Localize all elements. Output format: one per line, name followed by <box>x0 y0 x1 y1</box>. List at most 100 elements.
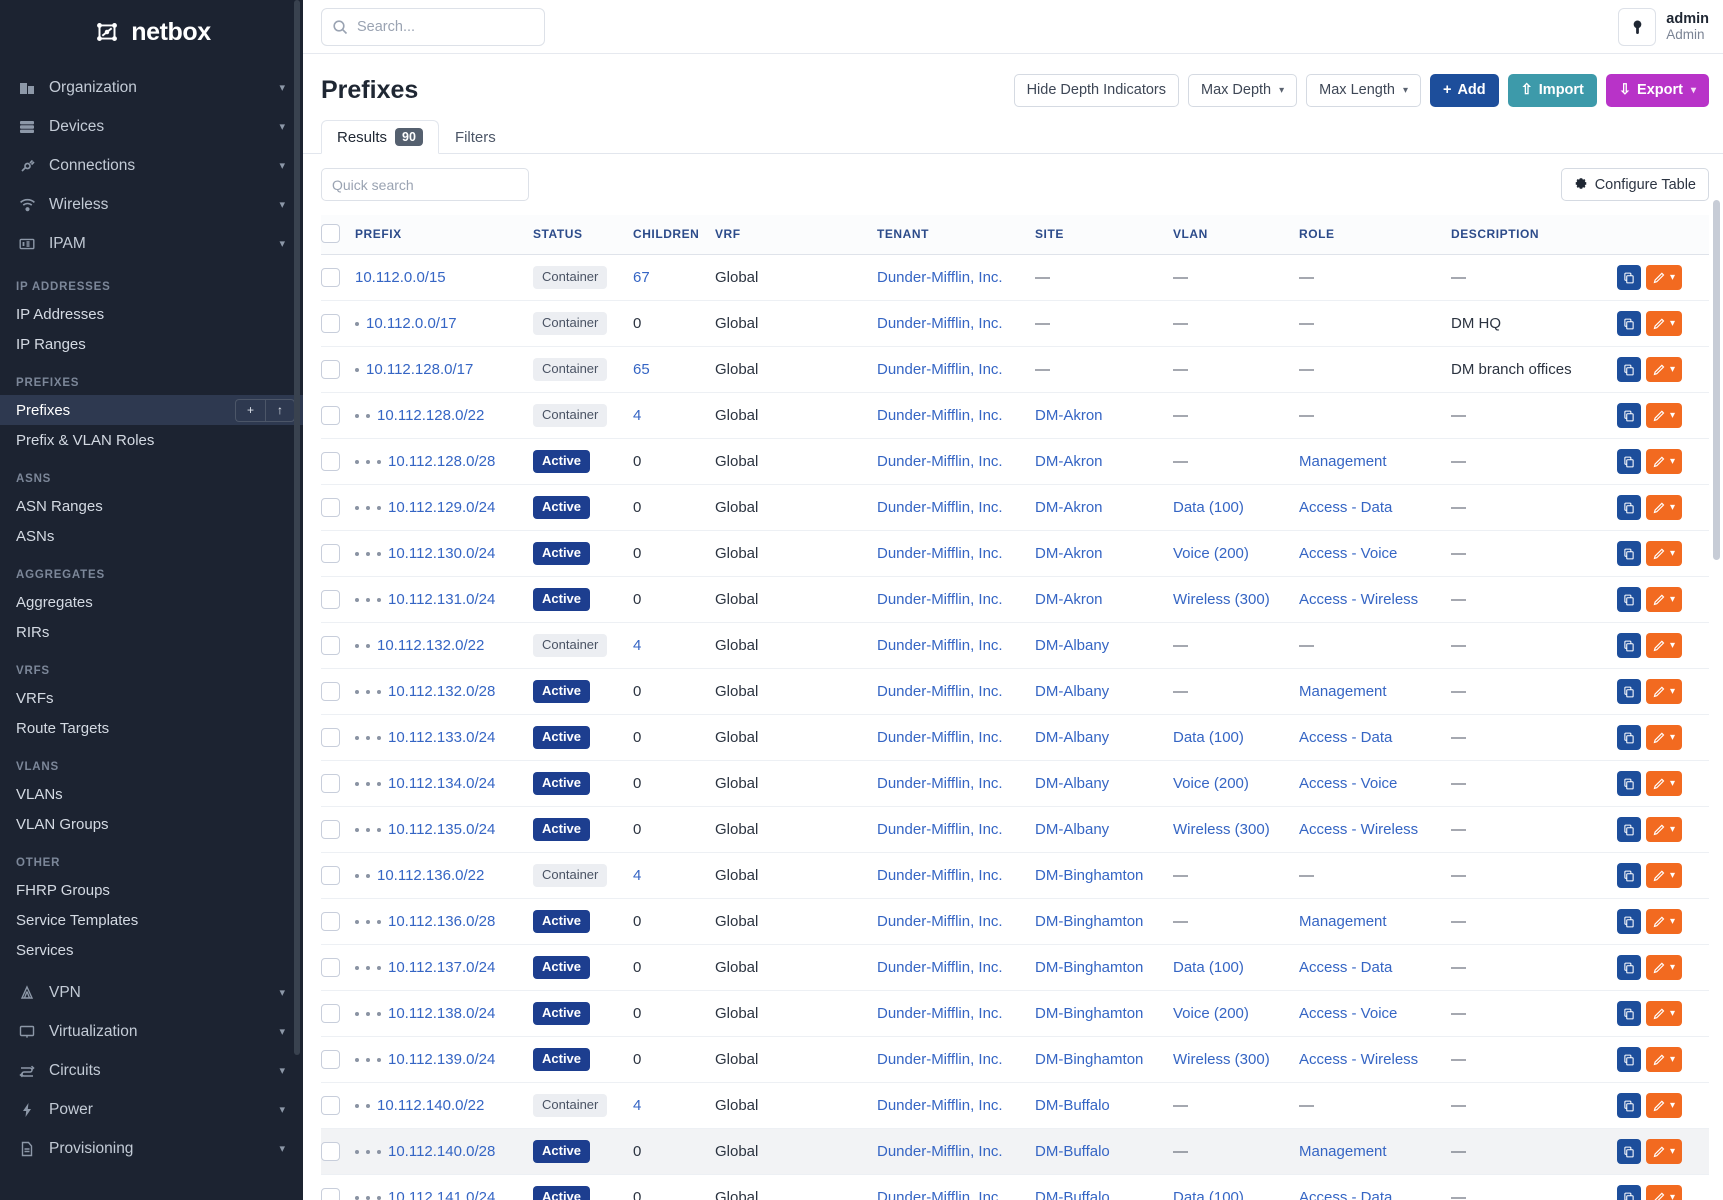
children-count[interactable]: 67 <box>633 269 650 286</box>
edit-button[interactable]: ▾ <box>1646 449 1683 474</box>
cell-link[interactable]: Dunder-Mifflin, Inc. <box>877 499 1003 516</box>
sidebar-group-virtualization[interactable]: Virtualization ▾ <box>0 1012 303 1051</box>
prefix-link[interactable]: 10.112.131.0/24 <box>388 591 496 608</box>
cell-link[interactable]: Access - Wireless <box>1299 821 1419 838</box>
cell-link[interactable]: DM-Buffalo <box>1035 1097 1110 1114</box>
cell-link[interactable]: Management <box>1299 683 1387 700</box>
sidebar-item-asn-ranges[interactable]: ASN Ranges <box>0 491 303 521</box>
table-row[interactable]: 10.112.0.0/17 Container 0 Global Dunder-Miff… <box>321 300 1709 347</box>
row-checkbox[interactable] <box>321 682 340 701</box>
sidebar-scrollbar[interactable] <box>294 0 300 1055</box>
cell-link[interactable]: DM-Akron <box>1035 407 1103 424</box>
edit-button[interactable]: ▾ <box>1646 863 1683 888</box>
sidebar-item-vlan-groups[interactable]: VLAN Groups <box>0 809 303 839</box>
row-checkbox[interactable] <box>321 360 340 379</box>
prefix-link[interactable]: 10.112.128.0/28 <box>388 453 496 470</box>
sidebar-item-aggregates[interactable]: Aggregates <box>0 587 303 617</box>
row-checkbox[interactable] <box>321 498 340 517</box>
cell-link[interactable]: DM-Binghamton <box>1035 913 1144 930</box>
clone-button[interactable] <box>1617 357 1641 382</box>
export-button[interactable]: ⇩ Export ▾ <box>1605 73 1709 107</box>
cell-link[interactable]: DM-Albany <box>1035 821 1110 838</box>
cell-link[interactable]: Access - Data <box>1299 959 1393 976</box>
cell-link[interactable]: Dunder-Mifflin, Inc. <box>877 1189 1003 1200</box>
configure-table-button[interactable]: Configure Table <box>1560 168 1709 201</box>
cell-link[interactable]: Dunder-Mifflin, Inc. <box>877 545 1003 562</box>
cell-link[interactable]: DM-Binghamton <box>1035 867 1144 884</box>
sidebar-item-vrfs[interactable]: VRFs <box>0 683 303 713</box>
cell-link[interactable]: Wireless (300) <box>1173 821 1270 838</box>
row-checkbox[interactable] <box>321 820 340 839</box>
cell-link[interactable]: Dunder-Mifflin, Inc. <box>877 361 1003 378</box>
edit-button[interactable]: ▾ <box>1646 1047 1683 1072</box>
global-search[interactable] <box>321 7 545 46</box>
table-row[interactable]: 10.112.138.0/24 Active 0 Global Dunder-Miffl… <box>321 990 1709 1037</box>
cell-link[interactable]: Voice (200) <box>1173 1005 1249 1022</box>
edit-button[interactable]: ▾ <box>1646 311 1683 336</box>
prefix-link[interactable]: 10.112.132.0/22 <box>377 637 485 654</box>
cell-link[interactable]: DM-Binghamton <box>1035 959 1144 976</box>
prefix-link[interactable]: 10.112.139.0/24 <box>388 1051 496 1068</box>
cell-link[interactable]: Data (100) <box>1173 959 1244 976</box>
edit-button[interactable]: ▾ <box>1646 679 1683 704</box>
sidebar-group-connections[interactable]: Connections ▾ <box>0 146 303 185</box>
row-checkbox[interactable] <box>321 590 340 609</box>
clone-button[interactable] <box>1617 1001 1641 1026</box>
user-avatar-icon[interactable] <box>1618 7 1657 46</box>
cell-link[interactable]: Access - Voice <box>1299 545 1398 562</box>
edit-button[interactable]: ▾ <box>1646 1185 1683 1200</box>
prefix-link[interactable]: 10.112.128.0/22 <box>377 407 485 424</box>
clone-button[interactable] <box>1617 1185 1641 1200</box>
clone-button[interactable] <box>1617 633 1641 658</box>
sidebar-group-vpn[interactable]: VPN ▾ <box>0 973 303 1012</box>
cell-link[interactable]: DM-Albany <box>1035 683 1110 700</box>
prefix-link[interactable]: 10.112.136.0/28 <box>388 913 496 930</box>
edit-button[interactable]: ▾ <box>1646 1139 1683 1164</box>
column-header-vrf[interactable]: VRF <box>715 215 877 255</box>
cell-link[interactable]: Access - Wireless <box>1299 1051 1419 1068</box>
table-row[interactable]: 10.112.134.0/24 Active 0 Global Dunder-Miffl… <box>321 760 1709 807</box>
cell-link[interactable]: DM-Albany <box>1035 729 1110 746</box>
cell-link[interactable]: Dunder-Mifflin, Inc. <box>877 637 1003 654</box>
clone-button[interactable] <box>1617 541 1641 566</box>
row-checkbox[interactable] <box>321 728 340 747</box>
clone-button[interactable] <box>1617 265 1641 290</box>
cell-link[interactable]: Dunder-Mifflin, Inc. <box>877 867 1003 884</box>
cell-link[interactable]: Data (100) <box>1173 499 1244 516</box>
sidebar-item-services[interactable]: Services <box>0 935 303 965</box>
children-count[interactable]: 4 <box>633 867 642 884</box>
row-checkbox[interactable] <box>321 1188 340 1200</box>
table-row[interactable]: 10.112.140.0/28 Active 0 Global Dunder-Miffl… <box>321 1128 1709 1175</box>
cell-link[interactable]: Dunder-Mifflin, Inc. <box>877 591 1003 608</box>
tab-results[interactable]: Results 90 <box>321 120 439 154</box>
clone-button[interactable] <box>1617 1139 1641 1164</box>
clone-button[interactable] <box>1617 909 1641 934</box>
clone-button[interactable] <box>1617 1093 1641 1118</box>
cell-link[interactable]: Dunder-Mifflin, Inc. <box>877 775 1003 792</box>
table-row[interactable]: 10.112.140.0/22 Container 4 Global Dunder-Mi… <box>321 1082 1709 1129</box>
sidebar-item-ip-addresses[interactable]: IP Addresses <box>0 299 303 329</box>
table-row[interactable]: 10.112.128.0/28 Active 0 Global Dunder-Miffl… <box>321 438 1709 485</box>
sidebar-group-circuits[interactable]: Circuits ▾ <box>0 1051 303 1090</box>
edit-button[interactable]: ▾ <box>1646 357 1683 382</box>
edit-button[interactable]: ▾ <box>1646 633 1683 658</box>
table-row[interactable]: 10.112.131.0/24 Active 0 Global Dunder-Miffl… <box>321 576 1709 623</box>
cell-link[interactable]: Management <box>1299 913 1387 930</box>
prefix-link[interactable]: 10.112.138.0/24 <box>388 1005 496 1022</box>
cell-link[interactable]: DM-Albany <box>1035 775 1110 792</box>
row-checkbox[interactable] <box>321 1004 340 1023</box>
edit-button[interactable]: ▾ <box>1646 541 1683 566</box>
edit-button[interactable]: ▾ <box>1646 265 1683 290</box>
table-row[interactable]: 10.112.128.0/17 Container 65 Global Dunder-M… <box>321 346 1709 393</box>
sidebar-item-ip-ranges[interactable]: IP Ranges <box>0 329 303 359</box>
cell-link[interactable]: DM-Albany <box>1035 637 1110 654</box>
row-checkbox[interactable] <box>321 268 340 287</box>
table-row[interactable]: 10.112.130.0/24 Active 0 Global Dunder-Miffl… <box>321 530 1709 577</box>
edit-button[interactable]: ▾ <box>1646 1093 1683 1118</box>
row-checkbox[interactable] <box>321 1096 340 1115</box>
edit-button[interactable]: ▾ <box>1646 955 1683 980</box>
clone-button[interactable] <box>1617 863 1641 888</box>
edit-button[interactable]: ▾ <box>1646 587 1683 612</box>
children-count[interactable]: 4 <box>633 637 642 654</box>
edit-button[interactable]: ▾ <box>1646 495 1683 520</box>
